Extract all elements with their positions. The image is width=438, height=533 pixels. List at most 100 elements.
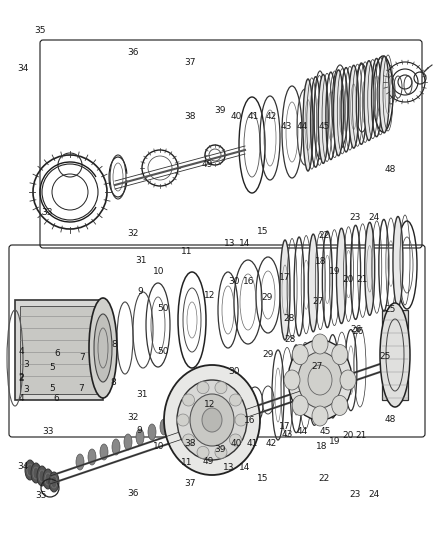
Text: 12: 12: [204, 290, 215, 300]
Bar: [20, 306, 98, 394]
Text: 20: 20: [342, 276, 353, 285]
Text: 15: 15: [256, 474, 268, 483]
Text: 20: 20: [341, 432, 353, 440]
Ellipse shape: [159, 419, 168, 435]
Ellipse shape: [201, 408, 222, 432]
Ellipse shape: [363, 61, 373, 141]
Ellipse shape: [136, 429, 144, 445]
Text: 16: 16: [243, 278, 254, 287]
Text: 42: 42: [265, 112, 276, 120]
Text: 21: 21: [356, 276, 367, 285]
Ellipse shape: [215, 382, 226, 394]
Text: 31: 31: [135, 256, 147, 264]
Text: 13: 13: [224, 239, 235, 248]
Text: 40: 40: [230, 440, 241, 448]
Text: 17: 17: [278, 422, 290, 431]
Text: 48: 48: [383, 165, 395, 174]
Text: 43: 43: [281, 431, 292, 440]
Text: 26: 26: [350, 325, 361, 334]
Text: 45: 45: [318, 427, 330, 437]
Text: 33: 33: [42, 208, 53, 216]
Ellipse shape: [100, 444, 108, 460]
Text: 39: 39: [214, 107, 226, 115]
Text: 5: 5: [49, 384, 55, 392]
Ellipse shape: [234, 414, 247, 426]
Ellipse shape: [339, 370, 355, 390]
Text: 22: 22: [318, 230, 329, 239]
Text: 5: 5: [49, 364, 55, 373]
Ellipse shape: [43, 469, 53, 489]
Text: 4: 4: [18, 348, 24, 357]
Text: 28: 28: [284, 335, 295, 344]
Text: 22: 22: [318, 474, 329, 483]
Text: 3: 3: [23, 360, 29, 369]
Text: 38: 38: [184, 112, 195, 120]
Ellipse shape: [292, 395, 307, 415]
Ellipse shape: [333, 70, 343, 156]
Ellipse shape: [348, 65, 358, 148]
Text: 8: 8: [110, 378, 116, 387]
Text: 21: 21: [354, 432, 366, 440]
Text: 10: 10: [153, 442, 164, 451]
Text: 25: 25: [383, 305, 395, 314]
Ellipse shape: [311, 334, 327, 354]
Ellipse shape: [182, 394, 194, 406]
Text: 16: 16: [243, 416, 254, 424]
Text: 45: 45: [318, 123, 329, 131]
Text: 25: 25: [379, 352, 390, 360]
Ellipse shape: [177, 414, 189, 426]
Ellipse shape: [148, 424, 155, 440]
Ellipse shape: [229, 394, 241, 406]
Ellipse shape: [287, 340, 351, 420]
Text: 2: 2: [18, 374, 24, 383]
Text: 41: 41: [247, 112, 259, 120]
Ellipse shape: [164, 365, 259, 475]
Text: 11: 11: [181, 247, 192, 256]
Text: 35: 35: [35, 491, 46, 500]
Text: 14: 14: [239, 239, 250, 248]
Ellipse shape: [292, 344, 307, 365]
Text: 49: 49: [202, 457, 213, 466]
Text: 32: 32: [127, 414, 138, 423]
Text: 44: 44: [296, 427, 307, 437]
Ellipse shape: [177, 380, 247, 460]
Text: 37: 37: [184, 480, 195, 489]
Text: 23: 23: [348, 490, 360, 499]
Text: 40: 40: [230, 112, 241, 120]
Text: 17: 17: [279, 273, 290, 282]
Ellipse shape: [379, 303, 409, 407]
Text: 39: 39: [214, 446, 225, 455]
Ellipse shape: [182, 434, 194, 446]
Text: 34: 34: [17, 64, 28, 72]
Text: 32: 32: [127, 229, 138, 238]
Ellipse shape: [190, 394, 233, 446]
Text: 50: 50: [157, 348, 168, 357]
Text: 12: 12: [204, 400, 215, 408]
Text: 2: 2: [18, 374, 24, 383]
Text: 29: 29: [261, 293, 272, 302]
Ellipse shape: [307, 234, 318, 332]
Ellipse shape: [392, 216, 402, 307]
Text: 7: 7: [79, 353, 85, 362]
Ellipse shape: [279, 240, 290, 340]
Text: 19: 19: [328, 268, 340, 277]
Ellipse shape: [124, 434, 132, 450]
Text: 49: 49: [201, 160, 212, 168]
Ellipse shape: [37, 466, 47, 486]
Text: 10: 10: [153, 268, 164, 277]
Text: 30: 30: [228, 367, 239, 376]
Text: 18: 18: [315, 442, 326, 451]
Ellipse shape: [331, 344, 347, 365]
Text: 24: 24: [367, 214, 379, 222]
Text: 9: 9: [136, 426, 142, 435]
Ellipse shape: [302, 79, 312, 171]
Ellipse shape: [229, 434, 241, 446]
Ellipse shape: [318, 75, 328, 164]
Ellipse shape: [88, 449, 96, 465]
Text: 23: 23: [349, 214, 360, 222]
Ellipse shape: [311, 406, 327, 426]
Ellipse shape: [297, 352, 341, 408]
Text: 19: 19: [328, 437, 339, 446]
Ellipse shape: [197, 446, 208, 458]
Ellipse shape: [336, 228, 346, 324]
